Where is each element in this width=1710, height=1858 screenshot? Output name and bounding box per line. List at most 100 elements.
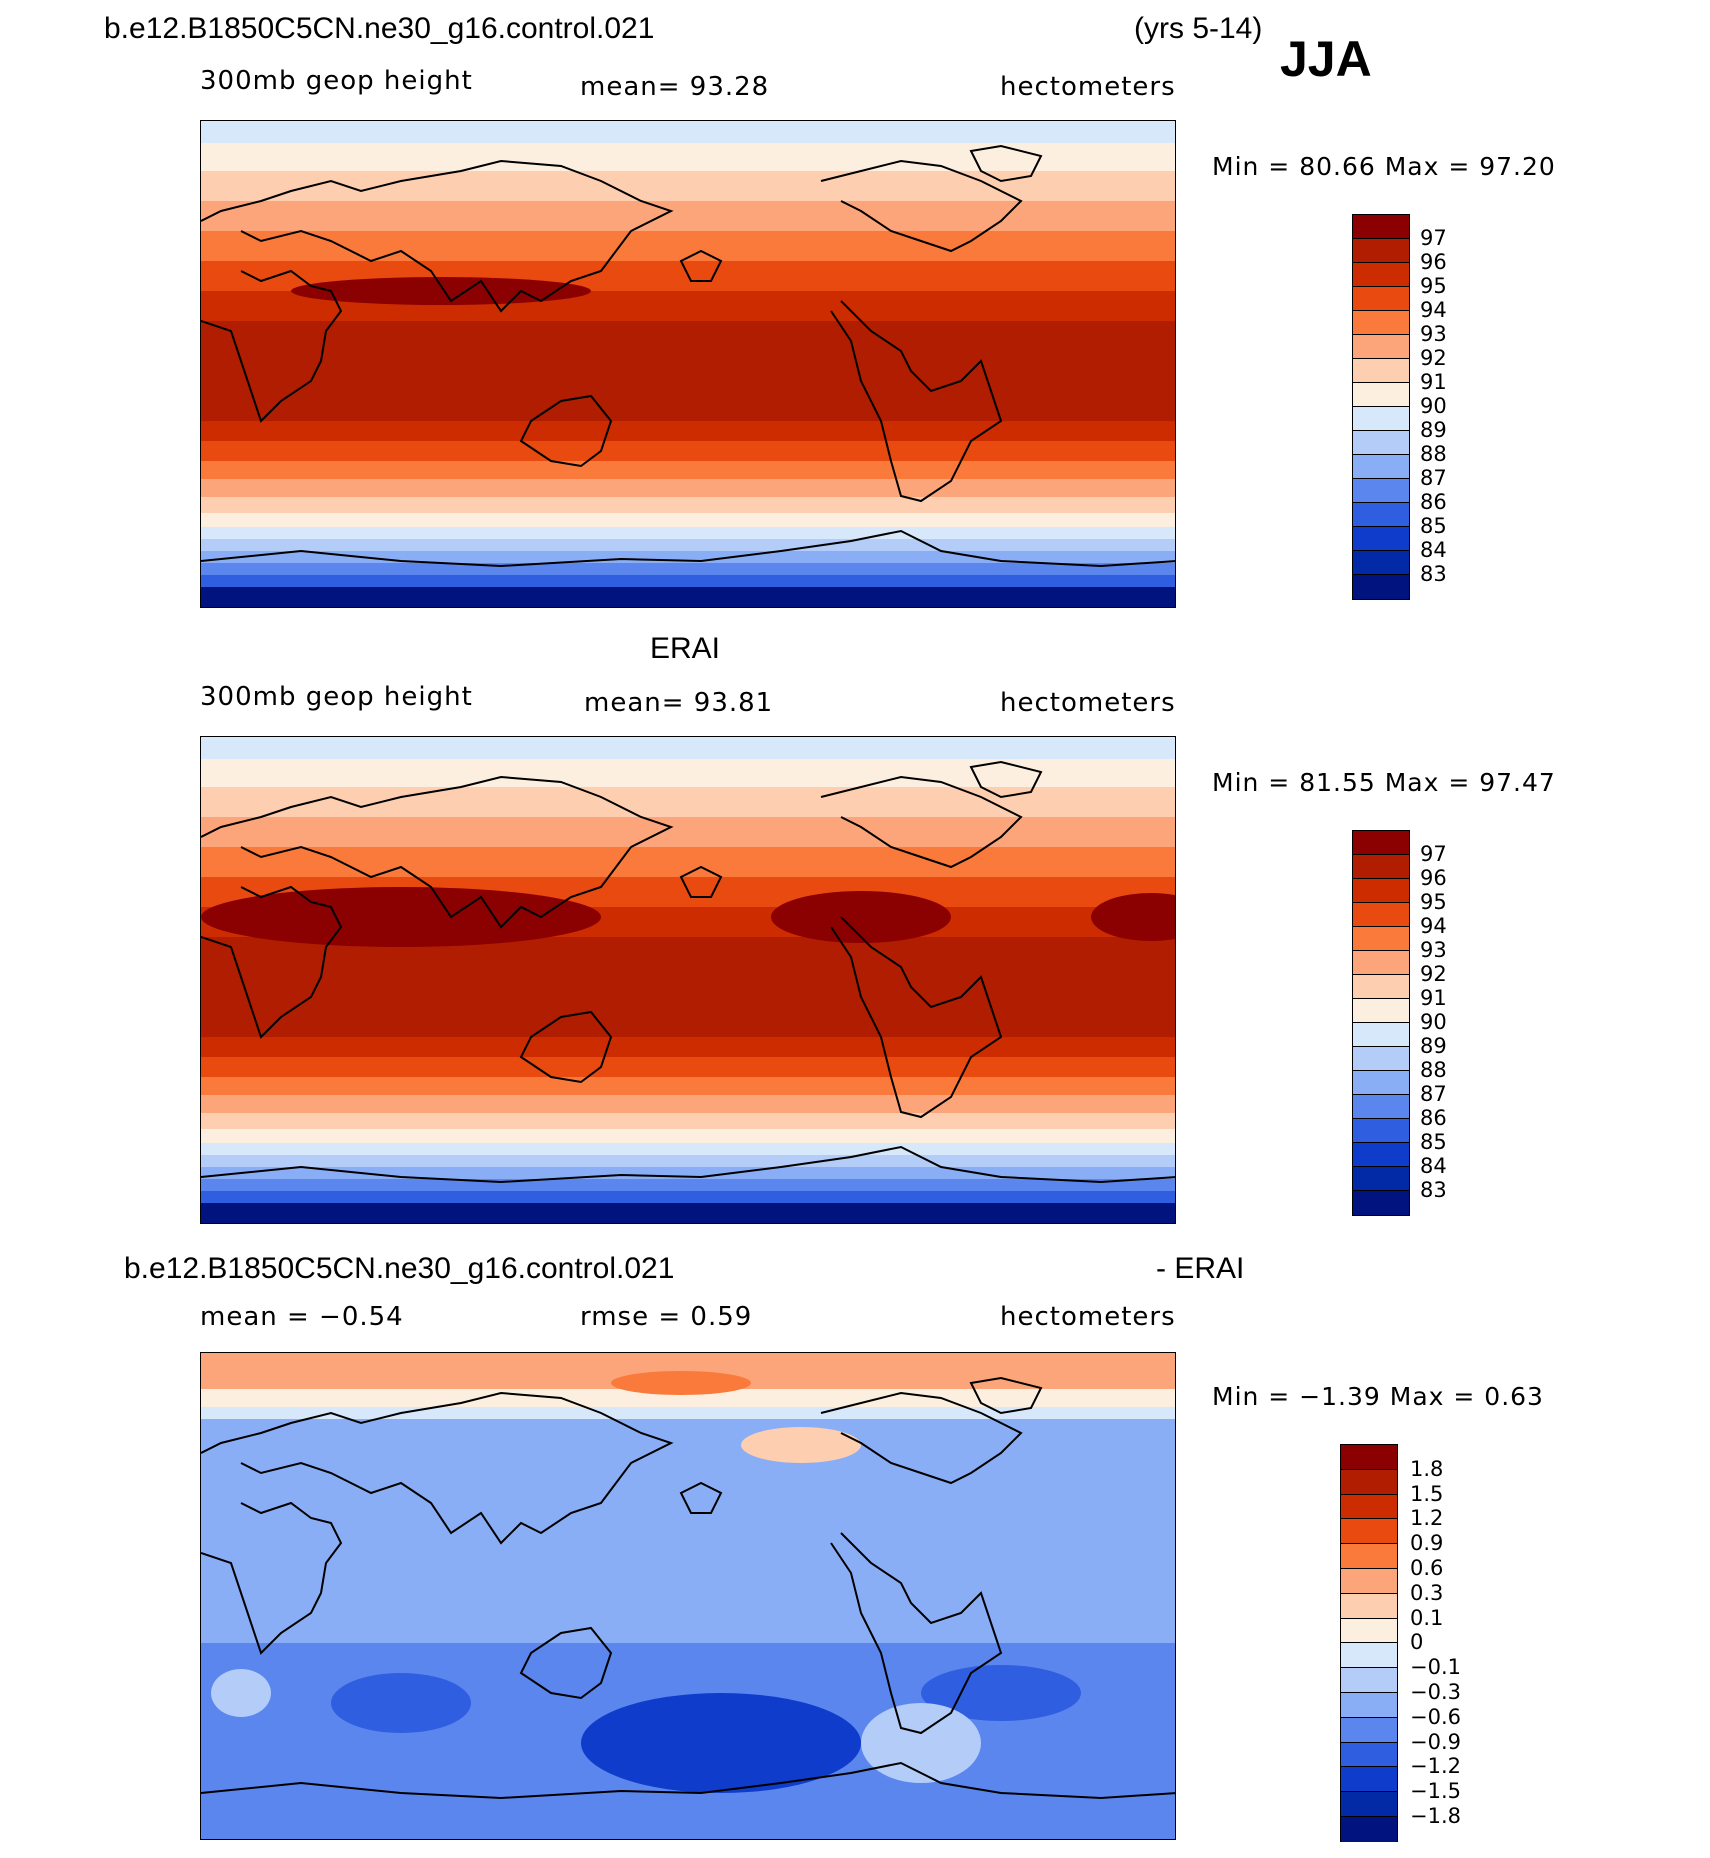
contour-band xyxy=(201,575,1175,587)
colorbar-bin xyxy=(1341,1643,1397,1669)
coastline xyxy=(201,1501,343,1655)
colorbar-label: 0.9 xyxy=(1410,1531,1444,1556)
coastline xyxy=(201,1761,1175,1800)
contour-band xyxy=(201,421,1175,441)
panel2-variable: 300mb geop height xyxy=(200,682,473,712)
colorbar-bin xyxy=(1353,575,1409,599)
colorbar-bin xyxy=(1353,903,1409,927)
coastline xyxy=(830,916,1003,1119)
colorbar-label: 85 xyxy=(1420,514,1447,538)
colorbar-bin xyxy=(1341,1717,1397,1743)
coastline xyxy=(969,1376,1043,1415)
colorbar-bin xyxy=(1341,1668,1397,1693)
contour-band xyxy=(201,1389,1175,1407)
colorbar-bin xyxy=(1341,1568,1397,1594)
colorbar-bin xyxy=(1353,1191,1409,1215)
panel1-colorbar xyxy=(1352,214,1410,600)
colorbar-label: 93 xyxy=(1420,322,1447,346)
contour-band xyxy=(201,551,1175,563)
colorbar-bin xyxy=(1341,1519,1397,1545)
contour-min xyxy=(581,1693,861,1793)
coastline xyxy=(969,144,1043,183)
colorbar-label: 87 xyxy=(1420,1082,1447,1106)
colorbar-bin xyxy=(1341,1792,1397,1817)
coastline xyxy=(201,1391,674,1545)
colorbar-label: −0.6 xyxy=(1410,1704,1461,1729)
colorbar-bin xyxy=(1341,1692,1397,1718)
colorbar-label: 0 xyxy=(1410,1630,1424,1655)
coastlines xyxy=(201,1376,1175,1800)
colorbar-bin xyxy=(1353,951,1409,975)
coastline xyxy=(201,529,1175,568)
colorbar-label: 94 xyxy=(1420,914,1447,938)
coastline xyxy=(201,159,674,313)
coastline xyxy=(820,159,1023,253)
colorbar-label: −0.9 xyxy=(1410,1729,1461,1754)
coastline xyxy=(679,865,723,898)
colorbar-label: −1.8 xyxy=(1410,1804,1461,1828)
colorbar-bin xyxy=(1353,287,1409,311)
coastline xyxy=(519,394,613,468)
years-label: (yrs 5-14) xyxy=(1134,12,1263,45)
contour-band xyxy=(201,1037,1175,1057)
colorbar-label: 84 xyxy=(1420,538,1447,562)
contour-band xyxy=(211,1669,271,1717)
colorbar-bin xyxy=(1353,431,1409,455)
colorbar-label: 96 xyxy=(1420,250,1447,274)
colorbar-label: 88 xyxy=(1420,442,1447,466)
colorbar-bin xyxy=(1353,479,1409,503)
coastlines xyxy=(201,144,1175,568)
panel2-units: hectometers xyxy=(1000,688,1176,718)
coastline xyxy=(201,885,343,1039)
colorbar-label: 93 xyxy=(1420,938,1447,962)
colorbar-label: 86 xyxy=(1420,1106,1447,1130)
colorbar-bin xyxy=(1341,1469,1397,1495)
contour-band xyxy=(201,737,1175,759)
contour-band xyxy=(201,1407,1175,1419)
colorbar-label: −1.2 xyxy=(1410,1754,1461,1779)
colorbar-label: 1.8 xyxy=(1410,1456,1444,1481)
panel1-mean: mean= 93.28 xyxy=(580,72,770,102)
panel1-minmax: Min = 80.66 Max = 97.20 xyxy=(1212,152,1556,181)
colorbar-bin xyxy=(1353,855,1409,879)
contour-band xyxy=(201,121,1175,143)
colorbar-label: 94 xyxy=(1420,298,1447,322)
contour-band xyxy=(201,1155,1175,1167)
contour-max xyxy=(741,1427,861,1463)
contour-band xyxy=(201,321,1175,421)
contour-band xyxy=(201,563,1175,575)
colorbar-label: 85 xyxy=(1420,1130,1447,1154)
colorbar-bin xyxy=(1341,1767,1397,1793)
panel3-title-right: - ERAI xyxy=(1156,1252,1245,1285)
colorbar-label: 91 xyxy=(1420,370,1447,394)
contour-band xyxy=(201,1095,1175,1113)
contour-band xyxy=(201,461,1175,479)
contour-band xyxy=(201,539,1175,551)
contour-band xyxy=(201,1077,1175,1095)
contour-band xyxy=(201,479,1175,497)
contour-band xyxy=(201,527,1175,539)
colorbar-bin xyxy=(1341,1816,1397,1842)
coastline xyxy=(820,1391,1023,1485)
coastline xyxy=(830,300,1003,503)
colorbar-bin xyxy=(1353,1095,1409,1119)
colorbar-label: −0.1 xyxy=(1410,1655,1461,1680)
panel1-variable: 300mb geop height xyxy=(200,66,473,96)
contour-band xyxy=(201,441,1175,461)
colorbar-bin xyxy=(1353,311,1409,335)
colorbar-bin xyxy=(1353,975,1409,999)
colorbar-bin xyxy=(1353,527,1409,551)
colorbar-label: 83 xyxy=(1420,1178,1447,1202)
colorbar-bin xyxy=(1341,1618,1397,1644)
contour-max xyxy=(771,891,951,943)
coastline xyxy=(969,760,1043,799)
colorbar-bin xyxy=(1353,927,1409,951)
contour-band xyxy=(201,587,1175,607)
colorbar-label: −0.3 xyxy=(1410,1680,1461,1704)
panel1-map xyxy=(200,120,1176,608)
colorbar-label: 92 xyxy=(1420,346,1447,370)
colorbar-label: 88 xyxy=(1420,1058,1447,1082)
colorbar-bin xyxy=(1353,335,1409,359)
colorbar-bin xyxy=(1353,1071,1409,1095)
colorbar-bin xyxy=(1353,1119,1409,1143)
